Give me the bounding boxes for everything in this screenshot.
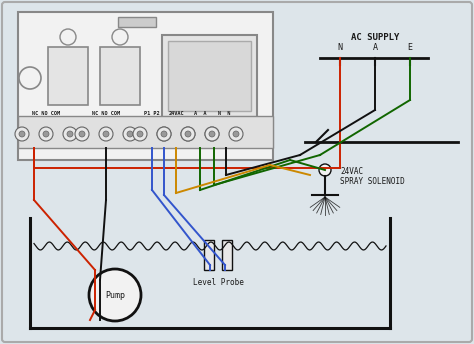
Text: A  A: A A (194, 111, 206, 116)
Circle shape (43, 131, 49, 137)
Circle shape (157, 127, 171, 141)
Text: P1 P2: P1 P2 (144, 111, 160, 116)
Circle shape (15, 127, 29, 141)
Circle shape (60, 29, 76, 45)
Text: N  N: N N (218, 111, 230, 116)
Circle shape (157, 127, 171, 141)
Circle shape (181, 127, 195, 141)
Circle shape (112, 29, 128, 45)
Circle shape (39, 127, 53, 141)
Bar (162, 35, 257, 117)
Circle shape (185, 131, 191, 137)
Circle shape (161, 131, 167, 137)
Bar (18, 12, 273, 160)
Text: 24VAC
SPRAY SOLENOID: 24VAC SPRAY SOLENOID (340, 167, 405, 186)
Circle shape (103, 131, 109, 137)
Bar (48, 47, 88, 105)
Text: 24VAC: 24VAC (168, 111, 184, 116)
Text: AC SUPPLY: AC SUPPLY (351, 33, 399, 42)
Text: NC NO COM: NC NO COM (92, 111, 120, 116)
Bar (204, 240, 214, 270)
Circle shape (233, 131, 239, 137)
Circle shape (67, 131, 73, 137)
Bar (100, 47, 140, 105)
Circle shape (181, 127, 195, 141)
Circle shape (209, 131, 215, 137)
Text: Level Probe: Level Probe (192, 278, 244, 287)
Bar (168, 41, 251, 111)
Circle shape (123, 127, 137, 141)
Bar (118, 17, 156, 27)
Circle shape (133, 127, 147, 141)
Text: Pump: Pump (105, 290, 125, 300)
Circle shape (319, 164, 331, 176)
Circle shape (89, 269, 141, 321)
Text: NC NO COM: NC NO COM (32, 111, 60, 116)
Circle shape (205, 127, 219, 141)
Bar (222, 240, 232, 270)
Circle shape (137, 131, 143, 137)
Circle shape (99, 127, 113, 141)
Text: N: N (337, 43, 343, 52)
Circle shape (127, 131, 133, 137)
Bar (18, 116, 273, 148)
Circle shape (229, 127, 243, 141)
Circle shape (161, 131, 167, 137)
Circle shape (19, 131, 25, 137)
Circle shape (19, 67, 41, 89)
Circle shape (63, 127, 77, 141)
Circle shape (205, 127, 219, 141)
Text: A: A (373, 43, 377, 52)
Circle shape (209, 131, 215, 137)
Text: E: E (408, 43, 412, 52)
Circle shape (75, 127, 89, 141)
Circle shape (79, 131, 85, 137)
Circle shape (185, 131, 191, 137)
